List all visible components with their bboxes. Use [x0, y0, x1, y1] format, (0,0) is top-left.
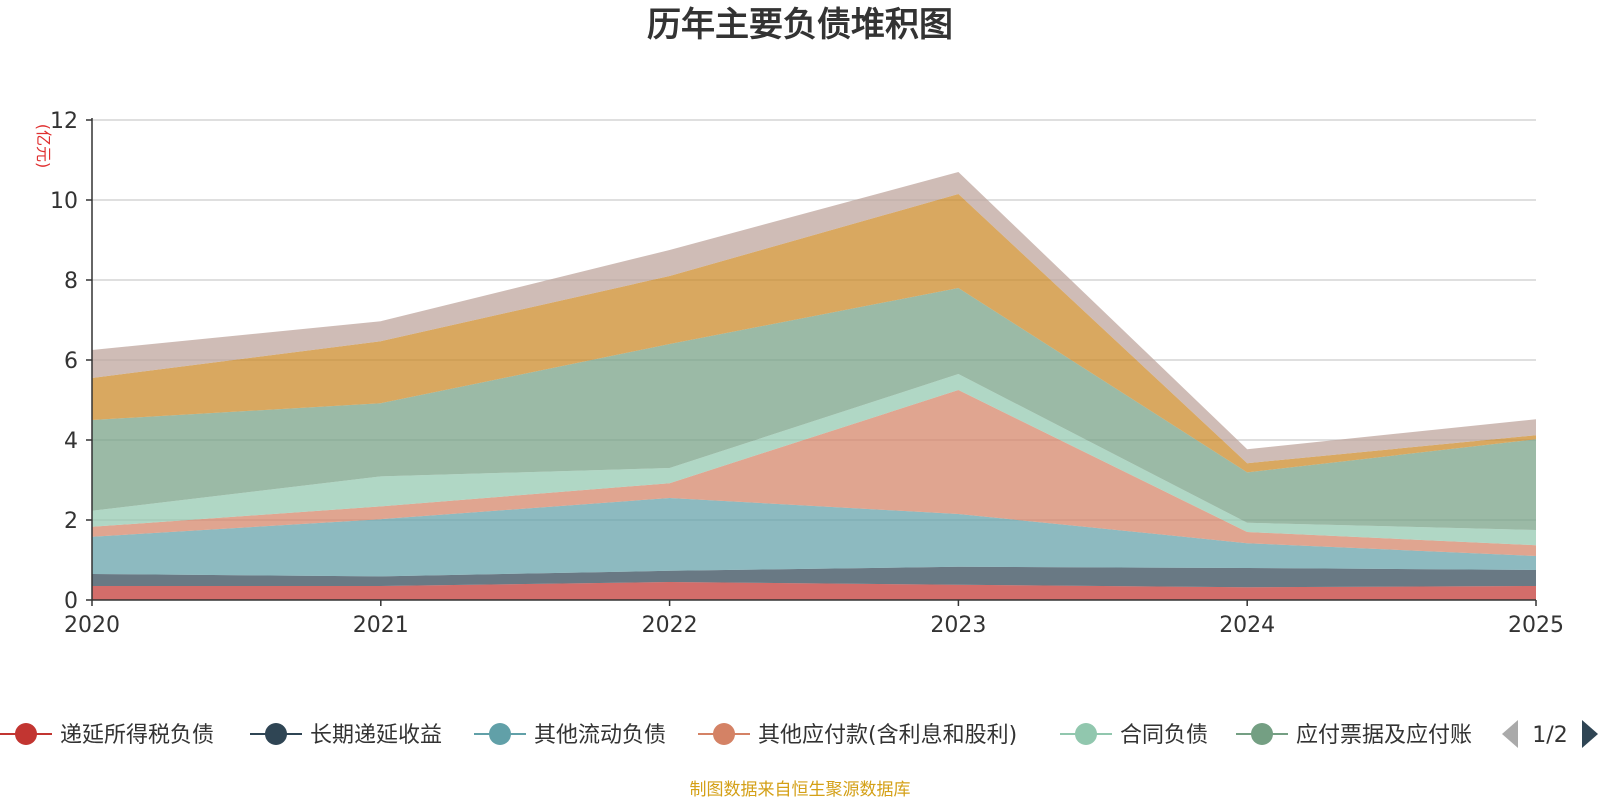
legend-marker-icon — [265, 723, 287, 745]
legend-marker-icon — [1251, 723, 1273, 745]
legend-label: 其他应付款(含利息和股利) — [758, 723, 1017, 748]
legend: 递延所得税负债 长期递延收益 其他流动负债 其他应付款(含利息和股利) 合同负债 应付票据… — [0, 723, 1472, 748]
y-tick-label: 2 — [64, 509, 78, 534]
y-tick-label: 8 — [64, 269, 78, 294]
y-tick-label: 6 — [64, 349, 78, 374]
legend-prev-page-icon[interactable] — [1502, 720, 1518, 748]
legend-marker-icon — [489, 723, 511, 745]
x-tick-label: 2024 — [1219, 613, 1275, 638]
area-series-长期递延收益 — [92, 566, 1536, 588]
legend-label: 递延所得税负债 — [60, 723, 214, 748]
area-series-短期借款 — [92, 172, 1536, 464]
y-axis-ticks: 0 2 4 6 8 10 12 — [50, 109, 92, 614]
x-tick-label: 2021 — [353, 613, 409, 638]
legend-marker-icon — [15, 723, 37, 745]
legend-marker-icon — [1075, 723, 1097, 745]
area-series-应付账款 — [92, 194, 1536, 473]
y-tick-label: 4 — [64, 429, 78, 454]
data-source-footer: 制图数据来自恒生聚源数据库 — [690, 780, 911, 800]
legend-item[interactable]: 其他流动负债 — [474, 723, 666, 748]
legend-item[interactable]: 应付票据及应付账 — [1236, 723, 1472, 748]
y-axis-label: (亿元) — [34, 124, 53, 169]
area-series-应付票据及应付账款 — [92, 288, 1536, 530]
legend-label: 应付票据及应付账 — [1296, 723, 1472, 748]
y-tick-label: 10 — [50, 189, 78, 214]
area-series-其他应付款(含利息和股利) — [92, 390, 1536, 556]
legend-pager: 1/2 — [1502, 720, 1598, 748]
legend-marker-icon — [713, 723, 735, 745]
x-tick-label: 2023 — [930, 613, 986, 638]
x-tick-label: 2022 — [642, 613, 698, 638]
legend-label: 长期递延收益 — [310, 723, 442, 748]
y-tick-label: 12 — [50, 109, 78, 134]
legend-item[interactable]: 长期递延收益 — [250, 723, 442, 748]
legend-label: 合同负债 — [1120, 723, 1208, 748]
area-series-其他流动负债 — [92, 498, 1536, 577]
y-tick-label: 0 — [64, 589, 78, 614]
legend-page-indicator: 1/2 — [1532, 723, 1567, 748]
area-series-递延所得税负债 — [92, 582, 1536, 600]
legend-item[interactable]: 递延所得税负债 — [0, 723, 214, 748]
legend-item[interactable]: 其他应付款(含利息和股利) — [698, 723, 1017, 748]
area-series — [92, 172, 1536, 600]
legend-next-page-icon[interactable] — [1582, 720, 1598, 748]
legend-item[interactable]: 合同负债 — [1060, 723, 1208, 748]
chart-title: 历年主要负债堆积图 — [647, 5, 953, 45]
legend-label: 其他流动负债 — [534, 723, 666, 748]
x-tick-label: 2025 — [1508, 613, 1564, 638]
x-axis-ticks: 2020 2021 2022 2023 2024 2025 — [64, 600, 1564, 638]
x-tick-label: 2020 — [64, 613, 120, 638]
area-series-合同负债 — [92, 374, 1536, 546]
